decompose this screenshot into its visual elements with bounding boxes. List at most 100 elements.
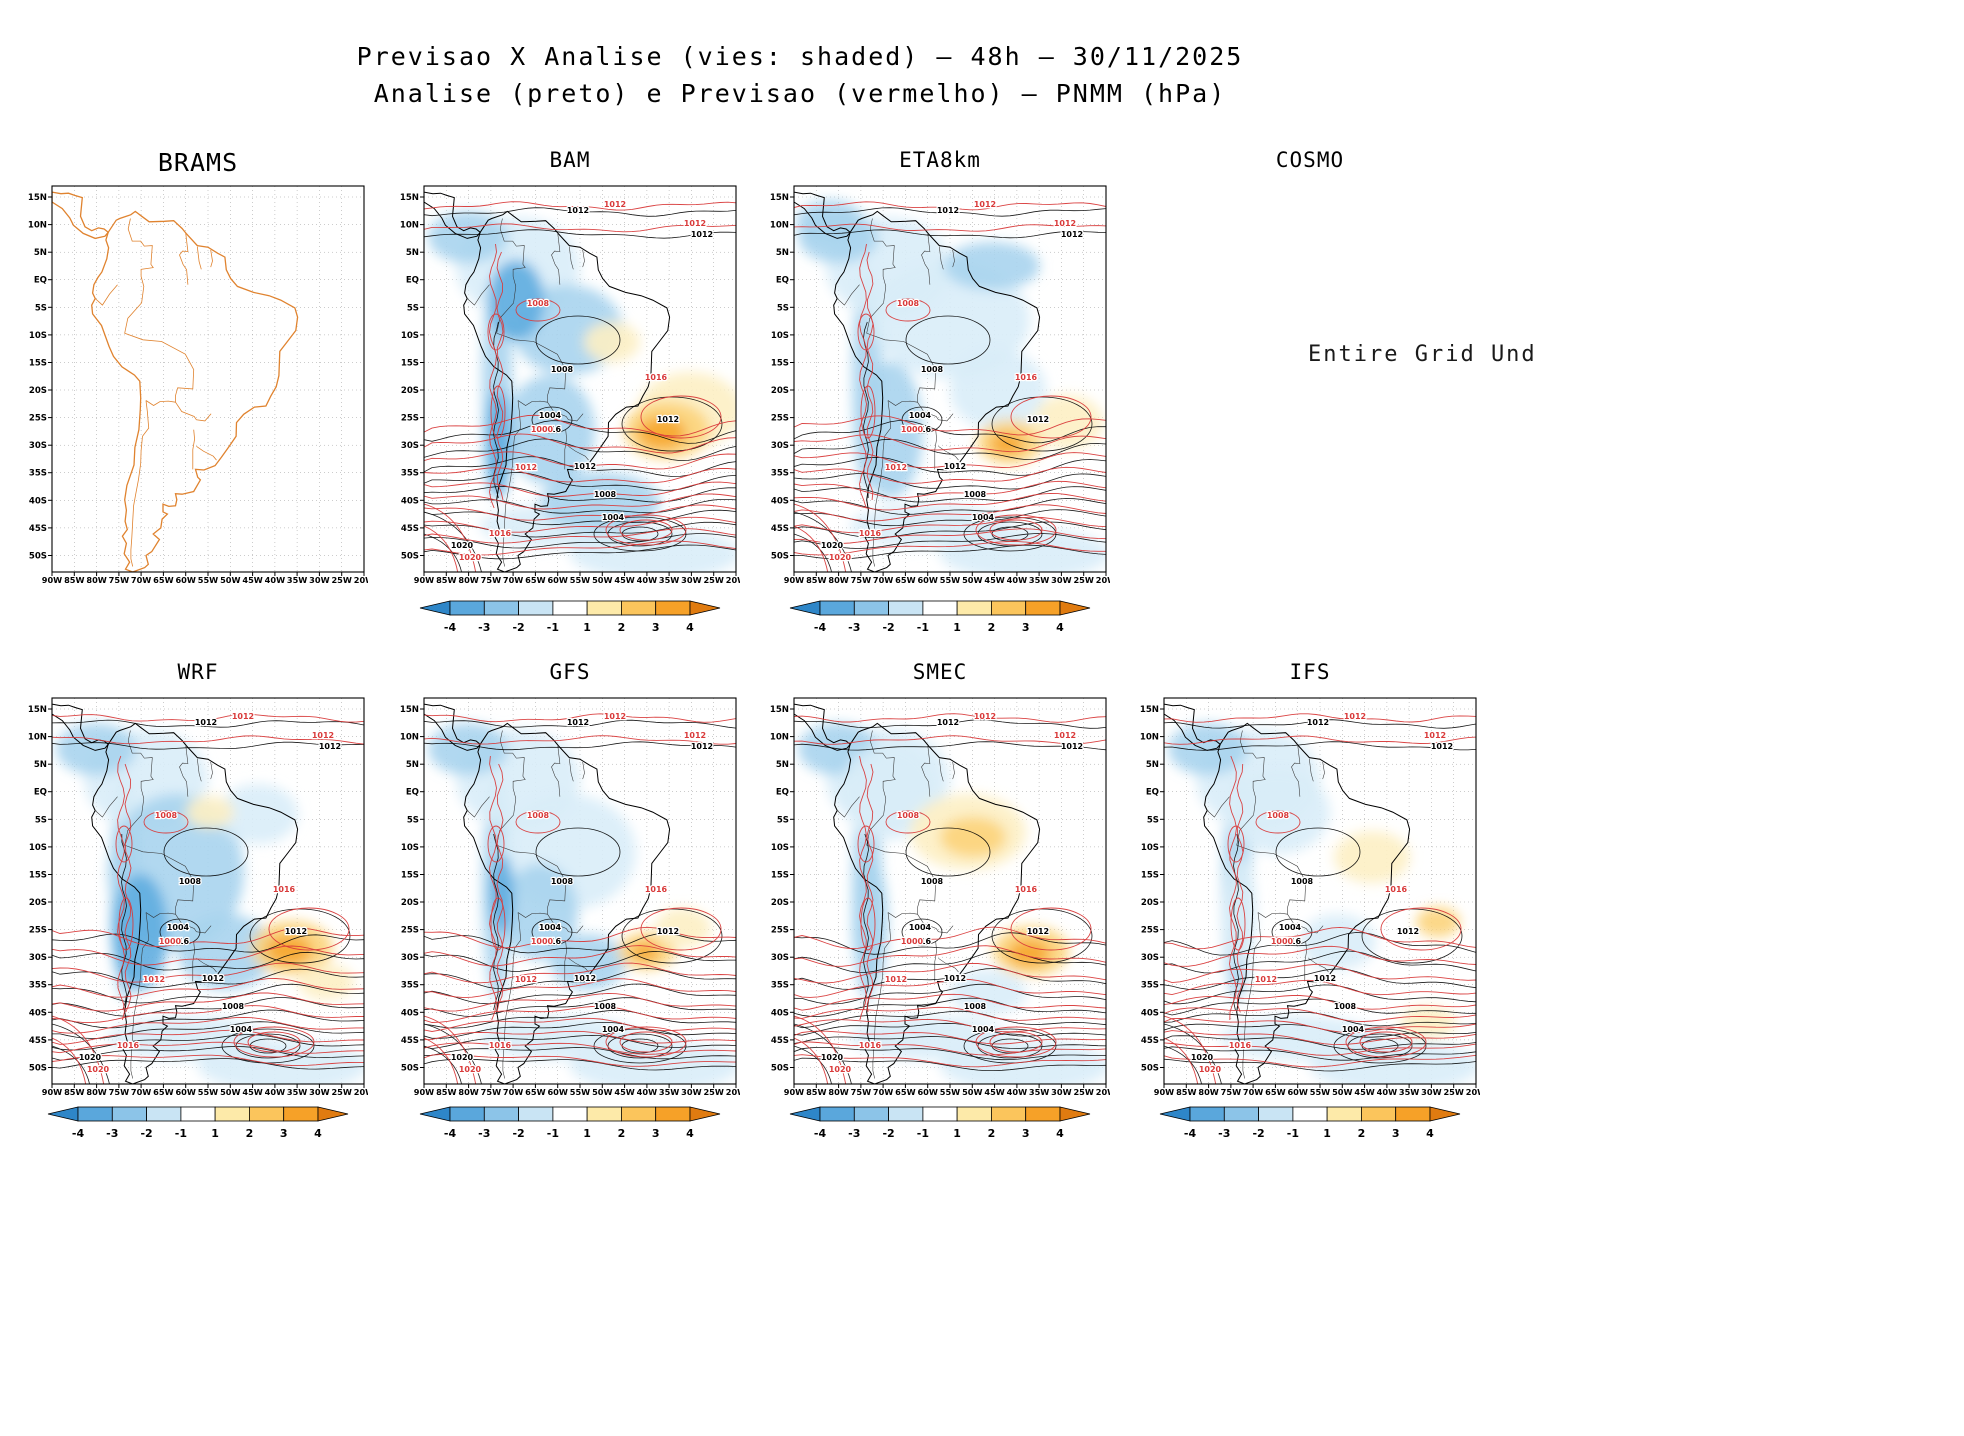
svg-text:1020: 1020 bbox=[829, 1065, 852, 1074]
svg-text:1012: 1012 bbox=[604, 200, 626, 209]
map-brams: 15N 10N 5N EQ 5S 10S 15S 20S 25S 30S 35S 40S 45S 50S 9… bbox=[28, 185, 374, 585]
svg-text:1012: 1012 bbox=[657, 927, 679, 936]
svg-text:35S: 35S bbox=[29, 981, 47, 991]
svg-text:75W: 75W bbox=[481, 575, 501, 585]
svg-text:55W: 55W bbox=[940, 1087, 960, 1097]
svg-text:40W: 40W bbox=[1007, 575, 1027, 585]
map-wrap-gfs: 1012 1012 1016 1012 1008 1004 1008 1004 1012 1020… bbox=[400, 694, 746, 1102]
colorbar-wrap-wrf: -4 -3 -2 -1 1 2 3 4 bbox=[38, 1102, 358, 1148]
svg-text:1016: 1016 bbox=[1229, 1041, 1252, 1050]
svg-text:1012: 1012 bbox=[974, 200, 996, 209]
svg-text:1012: 1012 bbox=[1061, 742, 1083, 751]
svg-text:1016: 1016 bbox=[645, 373, 668, 382]
svg-text:1012: 1012 bbox=[1054, 731, 1076, 740]
colorbar-segments bbox=[47, 1106, 349, 1122]
svg-text:1008: 1008 bbox=[1267, 811, 1290, 820]
svg-text:1020: 1020 bbox=[1199, 1065, 1222, 1074]
svg-text:15N: 15N bbox=[770, 193, 789, 203]
svg-text:EQ: EQ bbox=[34, 788, 47, 798]
svg-text:40S: 40S bbox=[29, 496, 47, 506]
bias-shading bbox=[1168, 723, 1476, 1084]
svg-text:45W: 45W bbox=[242, 1087, 262, 1097]
svg-text:3: 3 bbox=[652, 1127, 660, 1140]
svg-text:1008: 1008 bbox=[897, 811, 920, 820]
svg-text:50S: 50S bbox=[29, 1064, 47, 1074]
svg-text:10N: 10N bbox=[28, 221, 47, 231]
svg-text:1016: 1016 bbox=[909, 937, 932, 946]
svg-text:-2: -2 bbox=[512, 1127, 524, 1140]
svg-text:25S: 25S bbox=[29, 414, 47, 424]
coastline bbox=[794, 703, 1041, 1084]
lon-axis-labels: 90W 85W 80W 75W 70W 65W 60W 55W 50W 45W 40W 35W 30W 2… bbox=[784, 575, 1116, 585]
svg-text:35S: 35S bbox=[1141, 981, 1159, 991]
svg-text:85W: 85W bbox=[64, 1087, 84, 1097]
svg-text:90W: 90W bbox=[414, 575, 434, 585]
svg-text:35W: 35W bbox=[1399, 1087, 1419, 1097]
axis-ticks bbox=[790, 196, 1107, 576]
svg-text:40S: 40S bbox=[771, 496, 789, 506]
svg-text:1012: 1012 bbox=[1424, 731, 1446, 740]
lon-axis-labels: 90W 85W 80W 75W 70W 65W 60W 55W 50W 45W 40W 35W 30W 2… bbox=[1154, 1087, 1486, 1097]
svg-text:2: 2 bbox=[618, 621, 626, 634]
map-wrap-smec: 1012 1012 1016 1012 1008 1004 1008 1004 1012 1020… bbox=[770, 694, 1116, 1102]
svg-text:5S: 5S bbox=[1147, 815, 1159, 825]
svg-text:15N: 15N bbox=[400, 193, 419, 203]
svg-text:3: 3 bbox=[1022, 621, 1030, 634]
svg-text:25S: 25S bbox=[771, 414, 789, 424]
panel-cosmo: COSMO bbox=[1140, 148, 1480, 178]
svg-text:1: 1 bbox=[583, 621, 591, 634]
panel-title-smec: SMEC bbox=[912, 660, 968, 684]
panel-title-brams: BRAMS bbox=[157, 148, 239, 177]
svg-text:1008: 1008 bbox=[527, 811, 550, 820]
svg-text:4: 4 bbox=[686, 1127, 694, 1140]
svg-text:1012: 1012 bbox=[515, 975, 537, 984]
svg-text:35S: 35S bbox=[401, 981, 419, 991]
svg-text:1012: 1012 bbox=[574, 462, 596, 471]
svg-text:15N: 15N bbox=[770, 705, 789, 715]
colorbar-wrap-bam: -4 -3 -2 -1 1 2 3 4 bbox=[410, 596, 730, 642]
svg-text:30S: 30S bbox=[401, 441, 419, 451]
map-wrap-bam: 1012 1012 1016 1012 1008 1004 1008 1004 1012 1020… bbox=[400, 182, 746, 590]
svg-text:10N: 10N bbox=[28, 733, 47, 743]
svg-text:25W: 25W bbox=[331, 1087, 351, 1097]
svg-text:35S: 35S bbox=[401, 469, 419, 479]
svg-text:50S: 50S bbox=[401, 1064, 419, 1074]
svg-text:10N: 10N bbox=[400, 221, 419, 231]
svg-text:1012: 1012 bbox=[515, 463, 537, 472]
map-bam: 1012 1012 1016 1012 1008 1004 1008 1004 1012 1020… bbox=[400, 185, 746, 585]
svg-text:1012: 1012 bbox=[885, 975, 907, 984]
svg-text:35W: 35W bbox=[1029, 575, 1049, 585]
svg-text:1012: 1012 bbox=[657, 415, 679, 424]
svg-text:50S: 50S bbox=[29, 552, 47, 562]
svg-text:45S: 45S bbox=[401, 524, 419, 534]
coastline bbox=[794, 191, 1041, 572]
svg-text:1012: 1012 bbox=[1054, 219, 1076, 228]
svg-text:2: 2 bbox=[988, 621, 996, 634]
svg-text:35W: 35W bbox=[659, 575, 679, 585]
svg-text:1000: 1000 bbox=[531, 425, 554, 434]
contour-labels: 1012 1012 1016 1012 1008 1004 1008 1004 1012 1020… bbox=[820, 199, 1085, 563]
svg-text:50S: 50S bbox=[771, 1064, 789, 1074]
svg-text:3: 3 bbox=[1392, 1127, 1400, 1140]
svg-text:1: 1 bbox=[211, 1127, 219, 1140]
svg-text:60W: 60W bbox=[547, 1087, 567, 1097]
svg-text:20W: 20W bbox=[726, 575, 740, 585]
svg-text:60W: 60W bbox=[917, 575, 937, 585]
svg-text:1020: 1020 bbox=[87, 1065, 110, 1074]
svg-text:60W: 60W bbox=[917, 1087, 937, 1097]
svg-text:-3: -3 bbox=[106, 1127, 118, 1140]
figure-title-line2: Analise (preto) e Previsao (vermelho) — … bbox=[373, 79, 1227, 108]
svg-text:1012: 1012 bbox=[143, 975, 165, 984]
svg-text:-2: -2 bbox=[512, 621, 524, 634]
svg-text:1012: 1012 bbox=[319, 742, 341, 751]
colorbar-segments bbox=[419, 600, 721, 616]
svg-text:35W: 35W bbox=[287, 1087, 307, 1097]
svg-text:1012: 1012 bbox=[684, 731, 706, 740]
colorbar-tick-labels: -4 -3 -2 -1 1 2 3 4 bbox=[72, 1127, 322, 1140]
svg-text:1008: 1008 bbox=[551, 365, 574, 374]
svg-text:5S: 5S bbox=[35, 303, 47, 313]
svg-text:70W: 70W bbox=[1243, 1087, 1263, 1097]
svg-text:1: 1 bbox=[953, 1127, 961, 1140]
svg-text:35W: 35W bbox=[287, 575, 307, 585]
svg-text:-2: -2 bbox=[1252, 1127, 1264, 1140]
